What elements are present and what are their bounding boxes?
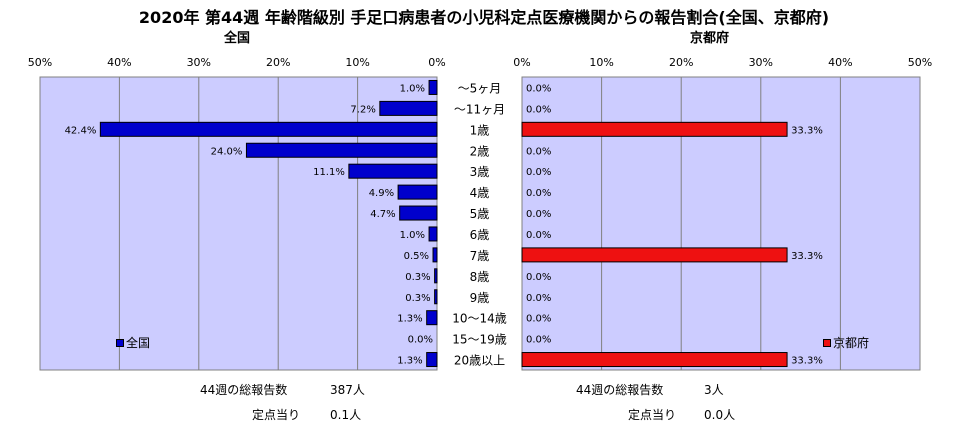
kyoto-bar [521, 352, 788, 368]
national-bar [245, 142, 438, 158]
national-bar [428, 226, 438, 242]
national-bar [379, 100, 438, 116]
national-data-label: 4.7% [370, 209, 395, 220]
kyoto-data-label: 0.0% [526, 83, 551, 94]
kyoto-tick-label: 40% [828, 56, 852, 69]
kyoto-tick-label: 0% [513, 56, 530, 69]
national-data-label: 24.0% [211, 146, 243, 157]
national-bar [426, 310, 438, 326]
kyoto-tick-label: 10% [589, 56, 613, 69]
category-label: 4歳 [470, 186, 490, 200]
category-label: 8歳 [470, 270, 490, 284]
category-label: ～5ヶ月 [458, 81, 502, 95]
category-label: 7歳 [470, 249, 490, 263]
national-data-label: 1.0% [400, 83, 425, 94]
national-data-label: 0.3% [405, 293, 430, 304]
national-plot-area [39, 76, 438, 371]
kyoto-data-label: 0.0% [526, 293, 551, 304]
national-data-label: 0.3% [405, 272, 430, 283]
kyoto-legend-swatch [823, 338, 831, 347]
national-data-label: 7.2% [350, 104, 375, 115]
national-bar [432, 247, 438, 263]
national-bar [428, 79, 438, 95]
kyoto-data-label: 0.0% [526, 335, 551, 346]
kyoto-data-label: 33.3% [791, 125, 823, 136]
national-legend-swatch [116, 338, 124, 347]
national-data-label: 11.1% [313, 167, 345, 178]
national-tick-label: 30% [187, 56, 211, 69]
kyoto-plot-area [521, 76, 921, 371]
chart-title: 2020年 第44週 年齢階級別 手足口病患者の小児科定点医療機関からの報告割合… [138, 8, 830, 27]
national-data-label: 1.3% [397, 356, 422, 367]
national-bar [434, 289, 438, 305]
kyoto-total-value: 3人 [704, 383, 724, 397]
kyoto-legend: 京都府 [823, 334, 869, 351]
kyoto-per-site-value: 0.0人 [704, 408, 736, 422]
national-data-label: 1.0% [400, 230, 425, 241]
national-data-label: 0.0% [408, 335, 433, 346]
national-data-label: 1.3% [397, 314, 422, 325]
category-label: 20歳以上 [454, 354, 505, 368]
national-legend: 全国 [116, 334, 150, 351]
national-tick-label: 50% [28, 56, 52, 69]
national-tick-label: 40% [107, 56, 131, 69]
national-bar [348, 163, 438, 179]
category-label: 3歳 [470, 165, 490, 179]
category-label: 15～19歳 [452, 333, 507, 347]
national-bar [426, 352, 438, 368]
category-label: 10～14歳 [452, 312, 507, 326]
kyoto-data-label: 0.0% [526, 146, 551, 157]
category-label: 1歳 [470, 123, 490, 137]
national-data-label: 0.5% [404, 251, 429, 262]
national-data-label: 4.9% [369, 188, 394, 199]
national-subtitle: 全国 [224, 31, 251, 46]
kyoto-tick-label: 20% [669, 56, 693, 69]
kyoto-total-label: 44週の総報告数 [576, 383, 664, 397]
category-label: 9歳 [470, 291, 490, 305]
national-per-site-value: 0.1人 [330, 408, 362, 422]
kyoto-bar [521, 247, 788, 263]
national-data-label: 42.4% [65, 125, 97, 136]
kyoto-legend-label: 京都府 [833, 336, 870, 350]
national-per-site-label: 定点当り [252, 408, 301, 422]
national-bar [399, 205, 438, 221]
category-label: ～11ヶ月 [454, 102, 505, 116]
kyoto-data-label: 33.3% [791, 356, 823, 367]
national-bar [99, 121, 438, 137]
kyoto-data-label: 0.0% [526, 314, 551, 325]
kyoto-per-site-label: 定点当り [628, 408, 677, 422]
national-tick-label: 20% [266, 56, 290, 69]
kyoto-tick-label: 50% [908, 56, 932, 69]
kyoto-data-label: 0.0% [526, 230, 551, 241]
kyoto-subtitle: 京都府 [690, 31, 730, 46]
national-total-label: 44週の総報告数 [200, 383, 288, 397]
category-label: 5歳 [470, 207, 490, 221]
kyoto-data-label: 0.0% [526, 188, 551, 199]
national-bar [434, 268, 438, 284]
national-legend-label: 全国 [126, 336, 151, 350]
kyoto-data-label: 33.3% [791, 251, 823, 262]
national-total-value: 387人 [330, 383, 365, 397]
kyoto-data-label: 0.0% [526, 272, 551, 283]
kyoto-tick-label: 30% [749, 56, 773, 69]
kyoto-data-label: 0.0% [526, 167, 551, 178]
kyoto-bar [521, 121, 788, 137]
kyoto-data-label: 0.0% [526, 104, 551, 115]
category-label: 2歳 [470, 144, 490, 158]
kyoto-data-label: 0.0% [526, 209, 551, 220]
category-label: 6歳 [470, 228, 490, 242]
national-tick-label: 0% [428, 56, 445, 69]
national-bar [397, 184, 438, 200]
national-tick-label: 10% [345, 56, 369, 69]
